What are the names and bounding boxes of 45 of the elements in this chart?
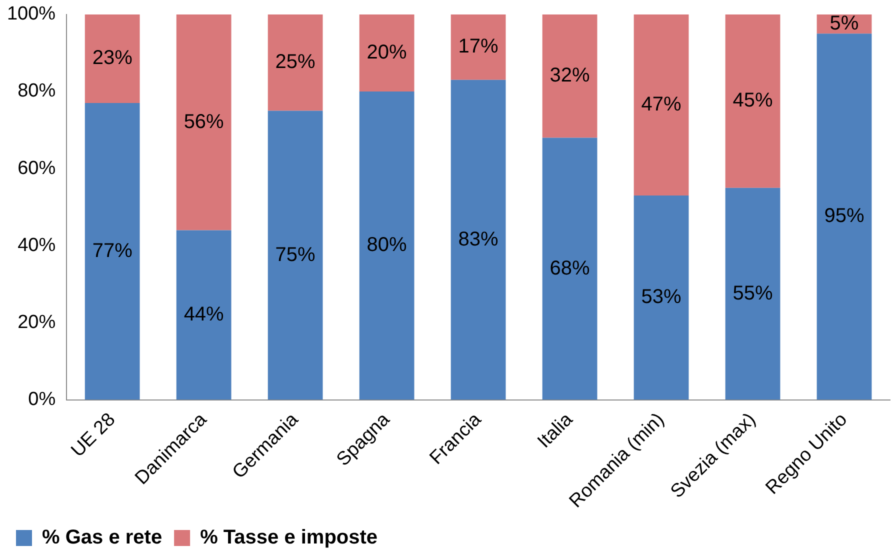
data-label: 5% [830,12,859,35]
data-label: 32% [550,64,590,87]
bar [176,14,232,230]
bar [84,103,140,400]
data-label: 77% [92,240,133,262]
x-tick-label: UE 28 [67,409,120,462]
bar [176,230,232,400]
bar [359,91,414,400]
bar [542,14,598,138]
x-tick-label: Italia [534,408,578,452]
bar [84,14,140,104]
data-label: 20% [366,41,408,64]
bar [542,138,598,400]
data-label: 45% [732,90,773,112]
data-label: 23% [92,47,133,70]
y-tick-label: 40% [18,234,56,256]
data-label: 47% [641,93,682,116]
bar [634,196,689,400]
data-label: 55% [732,282,773,304]
y-tick-label: 60% [18,158,56,179]
bar [359,14,414,92]
bar [268,14,323,111]
bar [450,14,506,80]
bar [268,110,323,400]
data-label: 25% [275,51,316,74]
y-tick-label: 80% [18,80,56,102]
bar [725,14,780,188]
data-label: 75% [275,244,316,266]
data-label: 80% [366,234,408,256]
data-label: 56% [184,110,224,133]
y-tick-label: 0% [28,389,56,410]
data-label: 44% [184,304,224,326]
legend-label: % Tasse e imposte [200,526,378,549]
bar [634,14,689,196]
bar [816,34,872,400]
legend-label: % Gas e rete [42,526,162,549]
y-tick-label: 20% [18,312,56,333]
y-tick-label: 100% [6,4,56,25]
data-label: 17% [458,36,499,58]
data-label: 68% [550,257,590,280]
data-label: 95% [824,205,864,228]
bar [450,80,506,400]
data-label: 83% [458,228,499,250]
bar [725,188,780,400]
data-label: 53% [641,286,682,308]
